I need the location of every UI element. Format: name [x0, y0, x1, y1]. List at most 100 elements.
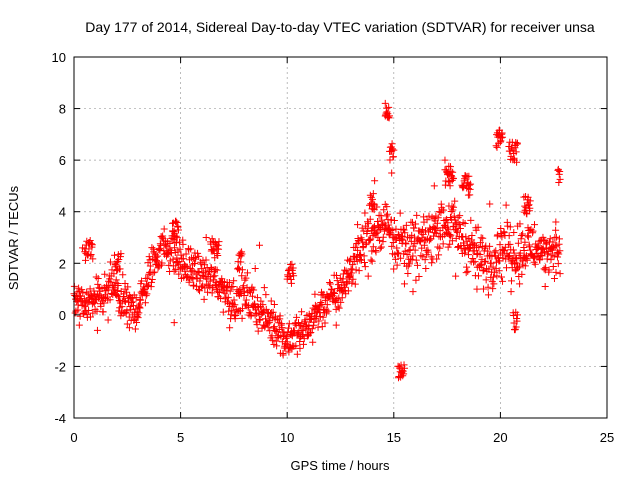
data-point	[154, 252, 162, 260]
data-point	[479, 285, 487, 293]
data-point	[412, 256, 420, 264]
data-point	[404, 269, 412, 277]
data-point	[389, 153, 397, 161]
data-point	[230, 296, 238, 304]
data-point	[89, 309, 97, 317]
data-point	[495, 267, 503, 275]
data-point	[85, 306, 93, 314]
y-tick-label: 4	[59, 205, 66, 220]
data-point	[283, 338, 291, 346]
data-point	[411, 246, 419, 254]
data-point	[248, 292, 256, 300]
data-point	[372, 248, 380, 256]
data-point	[489, 273, 497, 281]
data-point	[549, 238, 557, 246]
data-point	[547, 256, 555, 264]
data-point	[133, 319, 141, 327]
data-point	[136, 304, 144, 312]
data-point	[389, 145, 397, 153]
data-point	[449, 168, 457, 176]
data-point	[550, 243, 558, 251]
data-point	[225, 279, 233, 287]
data-point	[224, 294, 232, 302]
data-point	[484, 247, 492, 255]
data-point	[197, 260, 205, 268]
data-point	[182, 250, 190, 258]
data-point	[368, 247, 376, 255]
data-point	[479, 234, 487, 242]
data-point	[513, 317, 521, 325]
data-point	[141, 299, 149, 307]
data-point	[99, 308, 107, 316]
data-point	[367, 235, 375, 243]
data-point	[150, 249, 158, 257]
data-point	[487, 259, 495, 267]
data-point	[412, 220, 420, 228]
data-point	[136, 295, 144, 303]
data-point	[344, 256, 352, 264]
data-point	[517, 231, 525, 239]
data-point	[494, 231, 502, 239]
data-point	[510, 228, 518, 236]
data-point	[369, 190, 377, 198]
data-point	[541, 282, 549, 290]
data-point	[490, 280, 498, 288]
data-point	[288, 260, 296, 268]
data-point	[75, 284, 83, 292]
data-point	[448, 237, 456, 245]
data-point	[499, 277, 507, 285]
data-point	[148, 275, 156, 283]
data-point	[202, 234, 210, 241]
data-point	[422, 264, 430, 272]
data-point	[293, 313, 301, 321]
data-point	[484, 283, 492, 291]
data-point	[114, 281, 122, 289]
data-point	[425, 212, 433, 220]
data-point	[368, 257, 376, 265]
data-point	[396, 209, 404, 217]
data-point	[142, 292, 150, 300]
data-point	[311, 290, 319, 298]
data-point	[554, 260, 562, 268]
data-point	[421, 256, 429, 264]
data-point	[394, 230, 402, 238]
data-point	[524, 233, 532, 241]
data-point	[435, 251, 443, 259]
data-point	[524, 232, 532, 240]
data-point	[326, 280, 334, 288]
data-point	[446, 182, 454, 190]
data-point	[160, 225, 168, 233]
data-point	[489, 263, 497, 271]
data-point	[347, 269, 355, 277]
data-point	[307, 329, 315, 337]
data-point	[516, 220, 524, 228]
data-point	[112, 276, 120, 284]
data-point	[387, 216, 395, 224]
data-point	[195, 252, 203, 260]
data-point	[525, 201, 533, 209]
data-point	[123, 288, 131, 296]
data-point	[545, 266, 553, 274]
data-point	[194, 267, 202, 275]
data-point	[215, 238, 223, 246]
data-point	[106, 296, 114, 304]
data-point	[172, 232, 180, 240]
data-point	[86, 285, 94, 293]
data-point	[148, 278, 156, 286]
data-point	[379, 220, 387, 228]
data-point	[107, 278, 115, 286]
y-tick-label: 2	[59, 256, 66, 271]
data-point	[121, 285, 129, 293]
data-point	[464, 267, 472, 275]
data-point	[518, 270, 526, 278]
data-point	[296, 344, 304, 352]
data-point	[166, 240, 174, 248]
data-point	[409, 288, 417, 296]
data-point	[298, 308, 306, 316]
data-point	[198, 272, 206, 280]
data-point	[183, 263, 191, 271]
data-point	[174, 226, 182, 234]
data-point	[382, 212, 390, 220]
data-point	[104, 316, 112, 324]
